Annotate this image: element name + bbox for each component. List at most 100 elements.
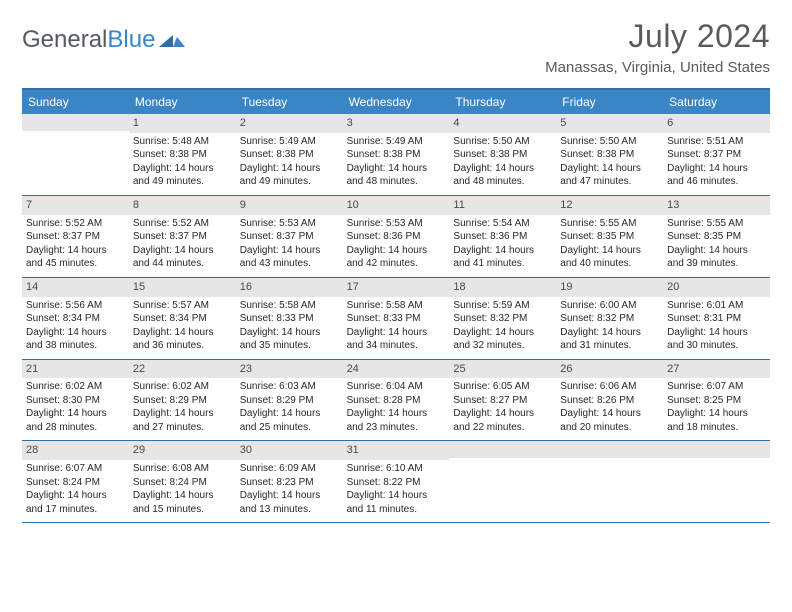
sunrise-text: Sunrise: 5:53 AM [240, 217, 339, 231]
day-cell: 31Sunrise: 6:10 AMSunset: 8:22 PMDayligh… [343, 441, 450, 522]
daylight-text-2: and 48 minutes. [453, 175, 552, 189]
daylight-text-1: Daylight: 14 hours [560, 244, 659, 258]
sunset-text: Sunset: 8:30 PM [26, 394, 125, 408]
sunrise-text: Sunrise: 5:55 AM [667, 217, 766, 231]
daylight-text-2: and 13 minutes. [240, 503, 339, 517]
daylight-text-1: Daylight: 14 hours [133, 489, 232, 503]
sunrise-text: Sunrise: 5:52 AM [133, 217, 232, 231]
day-number: 10 [343, 196, 450, 215]
sunrise-text: Sunrise: 6:04 AM [347, 380, 446, 394]
day-number: 26 [556, 360, 663, 379]
day-cell [663, 441, 770, 522]
sunset-text: Sunset: 8:23 PM [240, 476, 339, 490]
day-number: 21 [22, 360, 129, 379]
daylight-text-2: and 27 minutes. [133, 421, 232, 435]
daylight-text-1: Daylight: 14 hours [453, 162, 552, 176]
month-title: July 2024 [545, 18, 770, 55]
day-cell [449, 441, 556, 522]
day-cell: 14Sunrise: 5:56 AMSunset: 8:34 PMDayligh… [22, 278, 129, 359]
sunset-text: Sunset: 8:36 PM [453, 230, 552, 244]
day-cell: 28Sunrise: 6:07 AMSunset: 8:24 PMDayligh… [22, 441, 129, 522]
day-cell: 13Sunrise: 5:55 AMSunset: 8:35 PMDayligh… [663, 196, 770, 277]
daylight-text-1: Daylight: 14 hours [453, 326, 552, 340]
daylight-text-2: and 23 minutes. [347, 421, 446, 435]
day-cell: 6Sunrise: 5:51 AMSunset: 8:37 PMDaylight… [663, 114, 770, 195]
sunrise-text: Sunrise: 5:58 AM [347, 299, 446, 313]
weekday-sat: Saturday [663, 90, 770, 114]
daylight-text-1: Daylight: 14 hours [133, 244, 232, 258]
logo-text-general: General [22, 26, 107, 54]
daylight-text-2: and 44 minutes. [133, 257, 232, 271]
weekday-mon: Monday [129, 90, 236, 114]
sunrise-text: Sunrise: 6:01 AM [667, 299, 766, 313]
daylight-text-2: and 46 minutes. [667, 175, 766, 189]
logo: GeneralBlue [22, 26, 185, 54]
daylight-text-2: and 15 minutes. [133, 503, 232, 517]
day-cell: 16Sunrise: 5:58 AMSunset: 8:33 PMDayligh… [236, 278, 343, 359]
sunrise-text: Sunrise: 6:00 AM [560, 299, 659, 313]
weekday-tue: Tuesday [236, 90, 343, 114]
weekday-sun: Sunday [22, 90, 129, 114]
day-number [22, 114, 129, 131]
header: GeneralBlue July 2024 Manassas, Virginia… [22, 18, 770, 86]
sunrise-text: Sunrise: 6:07 AM [26, 462, 125, 476]
day-number: 6 [663, 114, 770, 133]
daylight-text-2: and 35 minutes. [240, 339, 339, 353]
day-number: 30 [236, 441, 343, 460]
sunrise-text: Sunrise: 5:55 AM [560, 217, 659, 231]
daylight-text-2: and 32 minutes. [453, 339, 552, 353]
day-cell: 10Sunrise: 5:53 AMSunset: 8:36 PMDayligh… [343, 196, 450, 277]
day-cell: 21Sunrise: 6:02 AMSunset: 8:30 PMDayligh… [22, 360, 129, 441]
daylight-text-1: Daylight: 14 hours [240, 162, 339, 176]
daylight-text-2: and 28 minutes. [26, 421, 125, 435]
sunset-text: Sunset: 8:37 PM [26, 230, 125, 244]
weekday-wed: Wednesday [343, 90, 450, 114]
daylight-text-1: Daylight: 14 hours [240, 407, 339, 421]
daylight-text-2: and 22 minutes. [453, 421, 552, 435]
daylight-text-1: Daylight: 14 hours [347, 326, 446, 340]
day-cell: 20Sunrise: 6:01 AMSunset: 8:31 PMDayligh… [663, 278, 770, 359]
day-number: 23 [236, 360, 343, 379]
daylight-text-2: and 25 minutes. [240, 421, 339, 435]
daylight-text-1: Daylight: 14 hours [347, 489, 446, 503]
day-cell: 15Sunrise: 5:57 AMSunset: 8:34 PMDayligh… [129, 278, 236, 359]
day-cell: 2Sunrise: 5:49 AMSunset: 8:38 PMDaylight… [236, 114, 343, 195]
day-number: 11 [449, 196, 556, 215]
daylight-text-1: Daylight: 14 hours [347, 244, 446, 258]
sunrise-text: Sunrise: 6:05 AM [453, 380, 552, 394]
week-row: 21Sunrise: 6:02 AMSunset: 8:30 PMDayligh… [22, 360, 770, 442]
day-cell: 9Sunrise: 5:53 AMSunset: 8:37 PMDaylight… [236, 196, 343, 277]
sunset-text: Sunset: 8:38 PM [240, 148, 339, 162]
day-number [449, 441, 556, 458]
title-block: July 2024 Manassas, Virginia, United Sta… [545, 18, 770, 86]
day-number: 29 [129, 441, 236, 460]
weekday-header-row: Sunday Monday Tuesday Wednesday Thursday… [22, 90, 770, 114]
day-number: 4 [449, 114, 556, 133]
day-number: 14 [22, 278, 129, 297]
day-number: 2 [236, 114, 343, 133]
day-cell: 29Sunrise: 6:08 AMSunset: 8:24 PMDayligh… [129, 441, 236, 522]
day-number: 27 [663, 360, 770, 379]
sunset-text: Sunset: 8:29 PM [240, 394, 339, 408]
daylight-text-2: and 45 minutes. [26, 257, 125, 271]
day-number: 13 [663, 196, 770, 215]
day-cell: 22Sunrise: 6:02 AMSunset: 8:29 PMDayligh… [129, 360, 236, 441]
sunset-text: Sunset: 8:25 PM [667, 394, 766, 408]
daylight-text-1: Daylight: 14 hours [240, 489, 339, 503]
day-number: 7 [22, 196, 129, 215]
day-number: 24 [343, 360, 450, 379]
daylight-text-2: and 49 minutes. [240, 175, 339, 189]
sunrise-text: Sunrise: 5:53 AM [347, 217, 446, 231]
week-row: 7 Sunrise: 5:52 AM Sunset: 8:37 PM Daylight… [22, 196, 770, 278]
sunrise-text: Sunrise: 6:07 AM [667, 380, 766, 394]
calendar-grid: Sunday Monday Tuesday Wednesday Thursday… [22, 88, 770, 523]
location-text: Manassas, Virginia, United States [545, 59, 770, 76]
weekday-thu: Thursday [449, 90, 556, 114]
sunset-text: Sunset: 8:31 PM [667, 312, 766, 326]
day-cell: 3Sunrise: 5:49 AMSunset: 8:38 PMDaylight… [343, 114, 450, 195]
week-row: 1Sunrise: 5:48 AMSunset: 8:38 PMDaylight… [22, 114, 770, 196]
daylight-text-1: Daylight: 14 hours [347, 407, 446, 421]
daylight-text-2: and 34 minutes. [347, 339, 446, 353]
daylight-text-1: Daylight: 14 hours [133, 326, 232, 340]
sunset-text: Sunset: 8:22 PM [347, 476, 446, 490]
